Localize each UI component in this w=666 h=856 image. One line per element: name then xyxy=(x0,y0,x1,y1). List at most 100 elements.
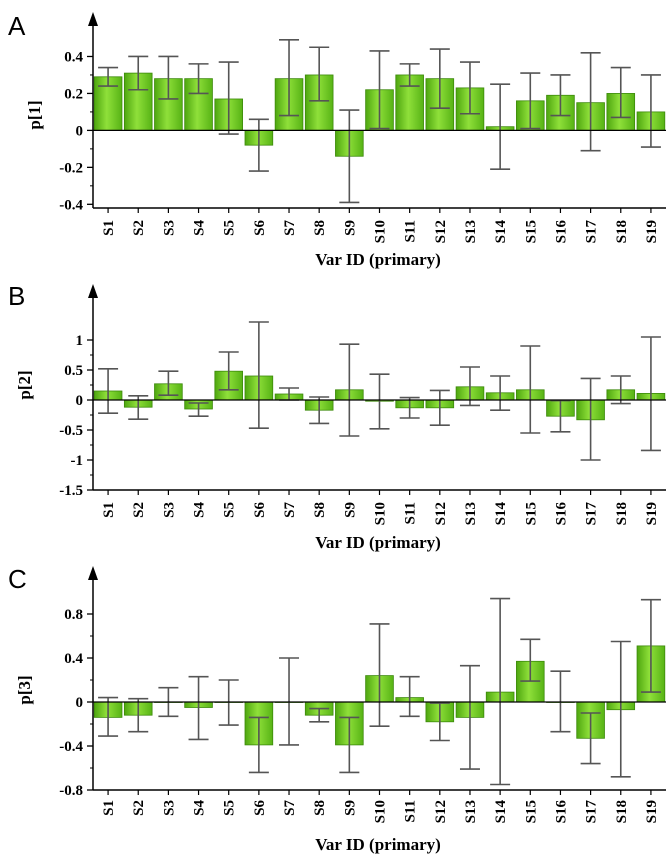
error-bar-S5 xyxy=(218,61,239,135)
panel-letter-c: C xyxy=(8,564,27,594)
x-tick-label-S12: S12 xyxy=(433,800,449,823)
x-tick-label-S8: S8 xyxy=(312,220,328,236)
x-tick-label-S1: S1 xyxy=(101,800,117,816)
error-bar-S5 xyxy=(218,351,239,391)
x-axis-label-a: Var ID (primary) xyxy=(315,250,441,269)
error-bar-S12 xyxy=(429,389,450,427)
error-bar-S19 xyxy=(640,336,661,452)
error-bar-S10 xyxy=(369,373,390,430)
error-bar-S1 xyxy=(98,696,119,737)
x-tick-label-S14: S14 xyxy=(493,220,509,244)
y-tick-label: 0.8 xyxy=(64,607,83,623)
x-tick-label-S16: S16 xyxy=(553,502,569,526)
error-bar-S3 xyxy=(158,370,179,397)
error-bar-S19 xyxy=(640,74,661,148)
error-bar-S17 xyxy=(580,51,601,152)
error-bar-S4 xyxy=(188,675,209,741)
bar-S4 xyxy=(184,78,213,131)
x-tick-label-S11: S11 xyxy=(403,220,419,243)
error-bar-S17 xyxy=(580,377,601,461)
panel-a: A p[1] Var ID (primary) -0.4 -0.2 0 0.2 0.4 S… xyxy=(8,11,666,269)
error-bar-S11 xyxy=(399,396,420,419)
error-bar-S9 xyxy=(339,109,360,204)
x-tick-label-S5: S5 xyxy=(222,502,238,518)
x-tick-label-S12: S12 xyxy=(433,502,449,525)
error-bar-S14 xyxy=(490,375,511,412)
x-tick-label-S19: S19 xyxy=(644,220,660,243)
x-tick-label-S6: S6 xyxy=(252,502,268,518)
error-bar-S4 xyxy=(188,63,209,95)
x-tick-label-S15: S15 xyxy=(523,220,539,243)
x-axis-label-c: Var ID (primary) xyxy=(315,835,441,854)
y-tick-label: 0.2 xyxy=(64,86,83,102)
y-axis-label-b: p[2] xyxy=(15,370,34,399)
error-bar-S15 xyxy=(520,638,541,682)
x-tick-label-S7: S7 xyxy=(282,220,298,236)
x-tick-label-S19: S19 xyxy=(644,502,660,525)
error-bar-S4 xyxy=(188,402,209,418)
x-tick-label-S16: S16 xyxy=(553,800,569,824)
x-tick-label-S13: S13 xyxy=(463,220,479,243)
error-bar-S8 xyxy=(309,396,330,425)
error-bar-S10 xyxy=(369,50,390,130)
x-tick-label-S3: S3 xyxy=(161,220,177,236)
error-bar-S17 xyxy=(580,712,601,765)
panel-c: C p[3] Var ID (primary) -0.8 -0.4 0 0.4 0.8 S… xyxy=(8,564,666,854)
x-tick-label-S7: S7 xyxy=(282,800,298,816)
error-bar-S18 xyxy=(610,375,631,405)
x-tick-label-S15: S15 xyxy=(523,800,539,823)
x-tick-label-S2: S2 xyxy=(131,220,147,236)
y-tick-label: -0.2 xyxy=(59,160,83,176)
error-bar-S1 xyxy=(98,66,119,87)
x-axis-label-b: Var ID (primary) xyxy=(315,533,441,552)
x-tick-label-S5: S5 xyxy=(222,220,238,236)
error-bar-S9 xyxy=(339,343,360,437)
x-tick-label-S2: S2 xyxy=(131,800,147,816)
y-axis-arrow-icon xyxy=(88,566,98,580)
x-tick-label-S16: S16 xyxy=(553,220,569,244)
error-bar-S6 xyxy=(248,321,269,430)
error-bar-S11 xyxy=(399,675,420,718)
error-bar-S8 xyxy=(309,707,330,723)
x-tick-label-S17: S17 xyxy=(584,220,600,244)
y-tick-label: 0.4 xyxy=(64,49,83,65)
y-tick-label: -1 xyxy=(71,453,84,469)
x-tick-label-S17: S17 xyxy=(584,502,600,526)
x-tick-label-S4: S4 xyxy=(192,800,208,816)
error-bar-S1 xyxy=(98,367,119,415)
error-bar-S8 xyxy=(309,46,330,102)
error-bar-S14 xyxy=(490,597,511,786)
x-tick-label-S14: S14 xyxy=(493,800,509,824)
x-tick-label-S1: S1 xyxy=(101,502,117,518)
x-tick-label-S1: S1 xyxy=(101,220,117,236)
x-tick-label-S6: S6 xyxy=(252,220,268,236)
y-axis-label-c: p[3] xyxy=(15,675,34,704)
x-tick-label-S9: S9 xyxy=(342,502,358,518)
error-bar-S13 xyxy=(459,61,480,115)
x-tick-label-S10: S10 xyxy=(373,502,389,525)
x-tick-label-S7: S7 xyxy=(282,502,298,518)
error-bar-S12 xyxy=(429,702,450,742)
error-bar-S10 xyxy=(369,623,390,728)
x-tick-label-S4: S4 xyxy=(192,220,208,236)
error-bar-S6 xyxy=(248,716,269,774)
error-bar-S18 xyxy=(610,66,631,119)
error-bar-S7 xyxy=(279,39,300,117)
x-tick-label-S9: S9 xyxy=(342,800,358,816)
x-tick-label-S5: S5 xyxy=(222,800,238,816)
y-tick-label: -0.4 xyxy=(59,739,83,755)
y-tick-label: -0.4 xyxy=(59,197,83,213)
error-bar-S18 xyxy=(610,640,631,778)
error-bar-S15 xyxy=(520,72,541,130)
error-bar-S15 xyxy=(520,345,541,434)
x-tick-label-S8: S8 xyxy=(312,502,328,518)
x-tick-label-S18: S18 xyxy=(614,502,630,525)
x-tick-label-S10: S10 xyxy=(373,220,389,243)
error-bar-S13 xyxy=(459,366,480,407)
x-tick-label-S19: S19 xyxy=(644,800,660,823)
y-axis-arrow-icon xyxy=(88,284,98,298)
x-tick-label-S10: S10 xyxy=(373,800,389,823)
x-tick-label-S9: S9 xyxy=(342,220,358,236)
error-bar-S19 xyxy=(640,598,661,693)
y-tick-label: 1 xyxy=(76,333,84,349)
